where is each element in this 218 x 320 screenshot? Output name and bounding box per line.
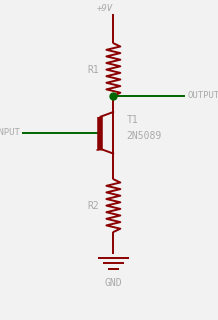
Text: +9V: +9V xyxy=(97,4,113,13)
Text: R2: R2 xyxy=(88,201,100,211)
Text: OUTPUT: OUTPUT xyxy=(187,92,218,100)
Text: INPUT: INPUT xyxy=(0,128,20,137)
Text: R1: R1 xyxy=(88,65,100,75)
Text: GND: GND xyxy=(105,278,122,288)
Text: 2N5089: 2N5089 xyxy=(126,131,162,141)
Text: T1: T1 xyxy=(126,115,138,125)
